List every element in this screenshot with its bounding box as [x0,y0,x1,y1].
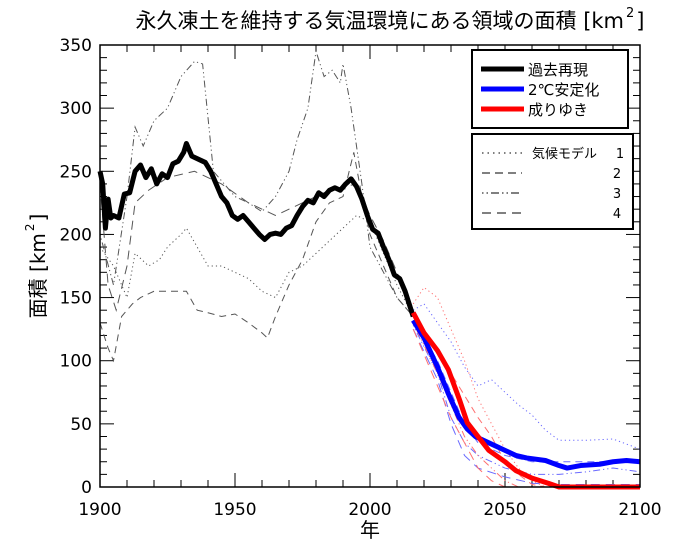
legend-label-model-4: 4 [613,207,621,222]
model-4-historical-line [99,170,414,317]
legend-model-label: 気候モデル [532,146,597,162]
y-tick-label: 200 [60,225,92,245]
legend-label-past: 過去再現 [528,61,588,79]
y-tick-label: 100 [60,352,92,372]
chart-title-text: 永久凍土を維持する気温環境にある領域の面積 [km [136,9,624,33]
model-3-2c-line [412,325,641,475]
past-reconstruction-line [97,141,416,318]
x-axis-label: 年 [360,518,380,542]
legend-label-bau: 成りゆき [528,101,588,119]
x-tick-label: 2000 [348,500,391,520]
plot-frame [99,44,641,488]
legend-scenarios: 過去再現 2℃安定化 成りゆき [471,49,629,129]
x-tick-label: 1950 [213,500,256,520]
model-4-bau-line [412,328,506,488]
chart-title-bracket: ] [636,9,644,33]
legend-models: 気候モデル 1 2 3 4 [471,133,634,230]
legend-label-model-2: 2 [613,167,621,182]
model-3-historical-line [99,51,414,317]
y-tick-label: 300 [60,99,92,119]
y-tick-label: 350 [60,36,92,56]
x-tick-label: 2050 [483,500,526,520]
model-2-2c-line [412,320,640,463]
model-2-historical-line [99,152,414,363]
y-tick-label: 250 [60,162,92,182]
x-tick-label: 2100 [618,500,661,520]
y-tick-label: 0 [81,478,92,498]
y-axis-label-bracket: ] [26,214,50,222]
y-axis-label-superscript: 2 [23,223,37,231]
y-tick-label: 50 [70,415,92,435]
chart-title-superscript: 2 [626,6,634,21]
chart-title: 永久凍土を維持する気温環境にある領域の面積 [km 2 ] [136,6,645,33]
legend-label-model-3: 3 [613,187,621,202]
model-1-2c-line [412,303,641,450]
y-axis-label: 面積 [km 2 ] [23,214,50,319]
x-tick-label: 1900 [78,500,121,520]
2c-stabilization-line [411,318,641,471]
business-as-usual-line [410,311,640,490]
legend-label-model-1: 1 [616,147,624,162]
y-tick-label: 150 [60,289,92,309]
y-axis-label-text: 面積 [km [26,233,50,318]
legend-label-2c: 2℃安定化 [528,81,599,99]
